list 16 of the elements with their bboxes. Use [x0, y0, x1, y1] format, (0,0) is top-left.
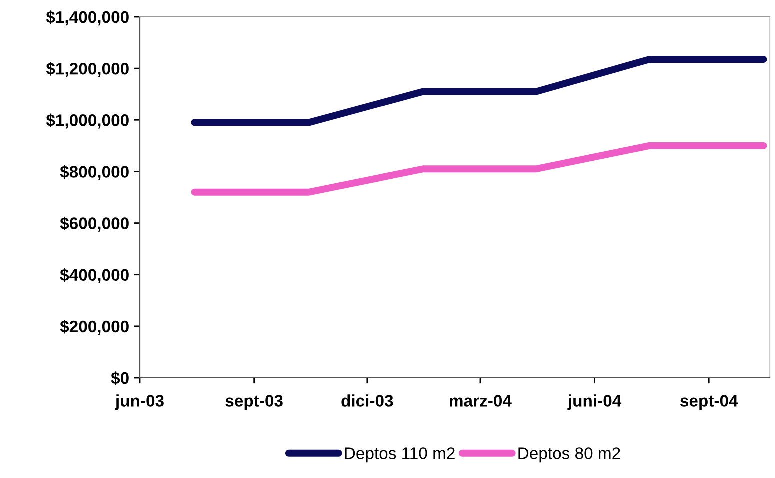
y-tick-label: $600,000 [60, 216, 129, 232]
x-tick-label: juni-04 [568, 394, 622, 410]
legend-label: Deptos 110 m2 [345, 448, 455, 463]
x-tick-label: sept-04 [680, 395, 738, 410]
x-tick-label: marz-04 [450, 395, 512, 407]
x-tick-label: jun-03 [115, 394, 164, 410]
legend-label: Deptos 80 m2 [518, 448, 620, 463]
x-tick-label: sept-03 [226, 395, 283, 410]
y-tick-label: $0 [111, 372, 129, 386]
x-tick-label: dici-03 [342, 394, 394, 407]
y-tick-label: $1,000,000 [46, 114, 129, 129]
y-tick-label: $200,000 [60, 320, 129, 336]
y-tick-label: $1,400,000 [46, 10, 129, 26]
y-tick-label: $1,200,000 [46, 62, 129, 78]
y-tick-label: $400,000 [60, 268, 129, 284]
y-tick-label: $800,000 [60, 165, 129, 180]
